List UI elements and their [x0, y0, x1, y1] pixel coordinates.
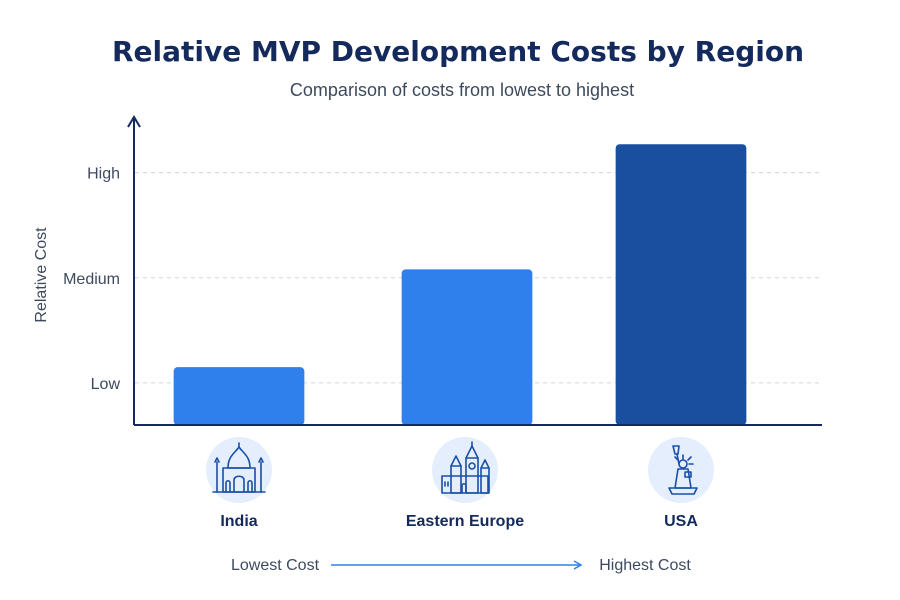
y-tick-label-high: High — [87, 166, 120, 183]
taj-mahal-icon — [206, 437, 272, 503]
y-tick-label-low: Low — [91, 376, 121, 393]
category-label-usa: USA — [664, 513, 698, 530]
statue-of-liberty-icon — [648, 437, 714, 503]
highest-cost-label: Highest Cost — [599, 557, 691, 574]
bar-eastern-europe — [401, 269, 533, 425]
y-axis-label: Relative Cost — [33, 227, 50, 323]
castle-towers-icon — [432, 437, 498, 503]
bars — [173, 144, 747, 426]
chart-title: Relative MVP Development Costs by Region — [112, 35, 804, 68]
category-label-eastern-europe: Eastern Europe — [406, 513, 524, 530]
category-label-india: India — [220, 513, 257, 530]
lowest-cost-label: Lowest Cost — [231, 557, 320, 574]
bar-usa — [615, 144, 747, 426]
y-axis-arrowhead — [127, 115, 141, 128]
y-tick-labels: Low Medium High — [63, 166, 120, 393]
bar-india — [173, 367, 305, 425]
chart-subtitle: Comparison of costs from lowest to highe… — [290, 80, 634, 100]
y-tick-label-medium: Medium — [63, 271, 120, 288]
